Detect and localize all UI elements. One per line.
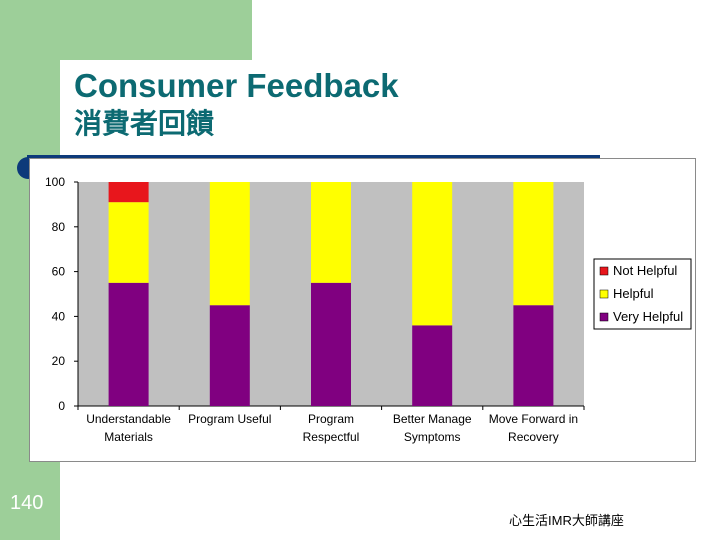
bar-very-helpful: [209, 305, 250, 406]
slide-title: Consumer Feedback: [74, 67, 399, 104]
slide-subtitle: 消費者回饋: [74, 108, 215, 139]
legend-label-very-helpful: Very Helpful: [613, 309, 683, 324]
chart-container: 0 20 40 60 80 100 Understandable Materials Progr…: [29, 158, 696, 462]
bar-very-helpful: [311, 282, 351, 406]
y-tick-label: 0: [58, 399, 65, 413]
y-tick-label: 40: [52, 309, 66, 323]
x-category-label: Better Manage: [393, 412, 472, 426]
x-category-label: Symptoms: [404, 430, 461, 444]
x-category-label: Respectful: [303, 430, 360, 444]
y-tick-label: 80: [52, 220, 66, 234]
page-number: 140: [10, 492, 44, 514]
x-category-label: Recovery: [508, 430, 559, 444]
x-category-label: Program Useful: [188, 412, 271, 426]
footer-text: 心生活IMR大師講座: [509, 513, 624, 528]
stacked-bar-chart: 0 20 40 60 80 100 Understandable Materials Progr…: [45, 175, 692, 444]
legend-swatch-helpful: [599, 289, 609, 299]
legend-box: [593, 258, 692, 330]
bar-helpful: [412, 182, 453, 326]
legend-swatch-very-helpful: [599, 312, 609, 322]
x-category-label: Move Forward in: [489, 412, 578, 426]
bar-helpful: [513, 182, 554, 306]
bar-helpful: [108, 202, 149, 283]
legend-label-helpful: Helpful: [613, 286, 654, 301]
bar-not-helpful: [108, 182, 149, 203]
bar-very-helpful: [412, 325, 453, 406]
title-divider-line: [27, 155, 600, 158]
bar-very-helpful: [513, 305, 554, 406]
legend-label-not-helpful: Not Helpful: [613, 263, 677, 278]
y-tick-label: 20: [52, 354, 66, 368]
bar-helpful: [209, 182, 250, 306]
legend-swatch-not-helpful: [599, 266, 609, 276]
x-category-label: Understandable: [86, 412, 171, 426]
bar-helpful: [311, 182, 351, 283]
bar-very-helpful: [108, 282, 149, 406]
x-category-label: Materials: [104, 430, 153, 444]
top-accent-band: [60, 0, 252, 60]
y-tick-label: 60: [52, 265, 66, 279]
x-category-label: Program: [308, 412, 354, 426]
y-tick-label: 100: [45, 175, 65, 189]
